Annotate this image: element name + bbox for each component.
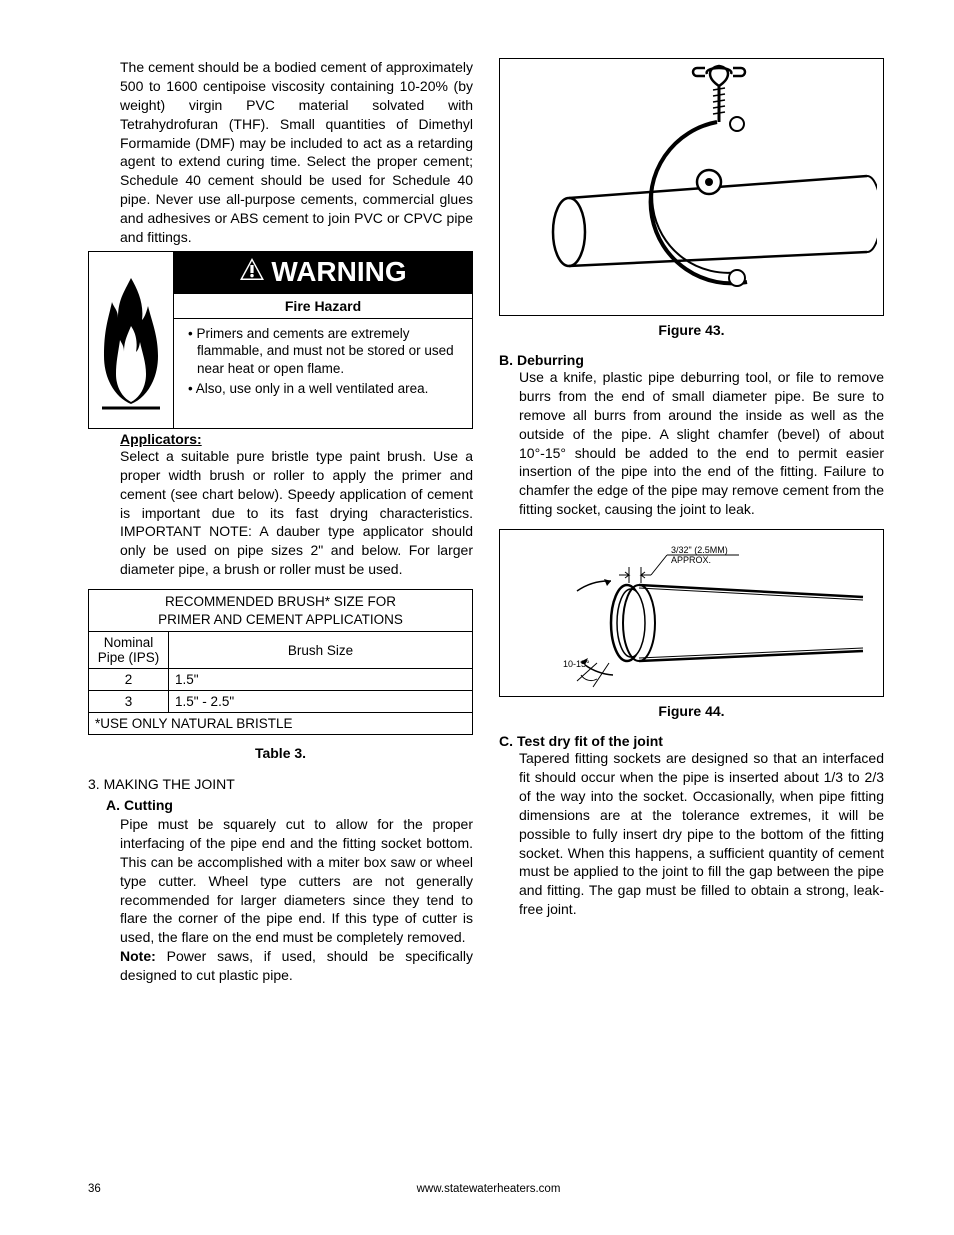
sub-body-c: Tapered fitting sockets are designed so … [519,749,884,919]
table-caption: Table 3. [88,745,473,761]
warning-triangle-icon [239,256,265,288]
left-column: The cement should be a bodied cement of … [88,58,473,985]
table-footnote: *USE ONLY NATURAL BRISTLE [89,713,473,735]
page-number: 36 [88,1183,101,1195]
fig44-angle-label: 10-15° [563,659,590,669]
section-3: 3. MAKING THE JOINT A.Cutting Pipe must … [88,775,473,985]
figure-43-caption: Figure 43. [499,322,884,338]
warning-title: WARNING [271,256,406,288]
table-row: 3 1.5" - 2.5" [89,691,473,713]
sub-title-a: Cutting [124,797,173,813]
table-header-nominal: Nominal Pipe (IPS) [89,632,169,669]
sub-label-b: B. [499,352,513,368]
sub-body-b: Use a knife, plastic pipe deburring tool… [519,368,884,519]
intro-paragraph: The cement should be a bodied cement of … [120,58,473,247]
item-title: MAKING THE JOINT [104,776,235,792]
fig44-dim-label: 3/32" (2.5MM) [671,545,728,555]
fig44-approx-label: APPROX. [671,555,711,565]
warning-block: WARNING Fire Hazard Primers and cements … [88,251,473,429]
warning-header: WARNING [174,252,472,294]
right-column: Figure 43. B.Deburring Use a knife, plas… [499,58,884,985]
applicators-paragraph: Select a suitable pure bristle type pain… [120,447,473,579]
page-footer: 36 www.statewaterheaters.com [88,1183,889,1195]
table-row: 2 1.5" [89,669,473,691]
item-number: 3. [88,776,100,792]
note-label: Note: [120,948,156,964]
note-body: Power saws, if used, should be specifica… [120,948,473,983]
subsection-a: A.Cutting Pipe must be squarely cut to a… [106,796,473,985]
sub-label-c: C. [499,733,513,749]
warning-bullet: Primers and cements are extremely flamma… [188,325,462,378]
table-header-brush: Brush Size [169,632,473,669]
figure-43 [499,58,884,316]
sub-body-a: Pipe must be squarely cut to allow for t… [120,815,473,985]
table-title: RECOMMENDED BRUSH* SIZE FOR PRIMER AND C… [89,590,473,632]
warning-panel: WARNING Fire Hazard Primers and cements … [174,251,473,429]
sub-label-a: A. [106,797,120,813]
warning-bullets: Primers and cements are extremely flamma… [174,319,472,405]
warning-subtitle: Fire Hazard [174,294,472,319]
subsection-b: B.Deburring Use a knife, plastic pipe de… [499,352,884,519]
subsection-c: C.Test dry fit of the joint Tapered fitt… [499,733,884,919]
sub-title-c: Test dry fit of the joint [517,733,663,749]
sub-title-b: Deburring [517,352,584,368]
applicators-heading: Applicators: [120,431,473,447]
page-body: The cement should be a bodied cement of … [0,0,954,1025]
warning-bullet: Also, use only in a well venti­lated are… [188,380,462,398]
figure-44-caption: Figure 44. [499,703,884,719]
fire-icon [88,251,174,429]
brush-size-table: RECOMMENDED BRUSH* SIZE FOR PRIMER AND C… [88,589,473,735]
footer-url: www.statewaterheaters.com [417,1183,561,1195]
figure-44: 3/32" (2.5MM) APPROX. 10-15° [499,529,884,697]
